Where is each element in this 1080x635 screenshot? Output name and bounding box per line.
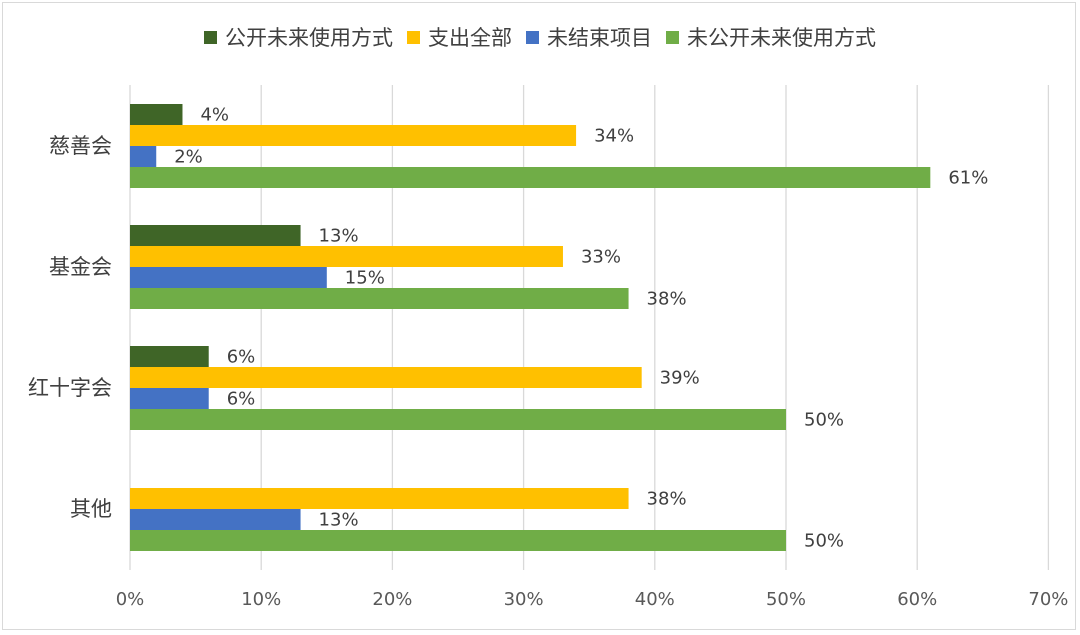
data-label: 6%	[227, 389, 256, 410]
bar	[130, 488, 629, 509]
legend-item: 公开未来使用方式	[204, 22, 393, 52]
data-label: 34%	[594, 126, 634, 147]
legend-swatch	[407, 30, 420, 44]
category-label: 慈善会	[49, 134, 112, 158]
data-label: 38%	[647, 489, 687, 510]
x-tick-label: 0%	[116, 589, 145, 610]
bar	[130, 267, 327, 288]
x-tick-label: 10%	[241, 589, 281, 610]
data-label: 33%	[581, 247, 621, 268]
legend-item: 未结束项目	[526, 22, 652, 52]
bar	[130, 530, 786, 551]
data-label: 13%	[319, 226, 359, 247]
legend-swatch	[666, 30, 679, 44]
data-label: 15%	[345, 268, 385, 289]
data-label: 50%	[804, 410, 844, 431]
bar	[130, 146, 157, 167]
x-tick-label: 30%	[504, 589, 544, 610]
x-tick-label: 60%	[897, 589, 937, 610]
x-tick-label: 70%	[1028, 589, 1068, 610]
legend-label: 公开未来使用方式	[225, 26, 393, 50]
legend: 公开未来使用方式 支出全部 未结束项目 未公开未来使用方式	[0, 22, 1080, 52]
legend-item: 未公开未来使用方式	[666, 22, 876, 52]
category-label: 红十字会	[28, 376, 112, 400]
bar	[130, 346, 209, 367]
data-label: 61%	[948, 168, 988, 189]
data-label: 50%	[804, 531, 844, 552]
data-label: 2%	[174, 147, 203, 168]
legend-swatch	[526, 30, 539, 44]
bar	[130, 509, 301, 530]
data-label: 6%	[227, 347, 256, 368]
x-tick-label: 50%	[766, 589, 806, 610]
legend-label: 支出全部	[428, 26, 512, 50]
data-label: 39%	[660, 368, 700, 389]
x-tick-label: 40%	[635, 589, 675, 610]
bar	[130, 225, 301, 246]
bar	[130, 167, 931, 188]
legend-swatch	[204, 30, 217, 44]
bar	[130, 388, 209, 409]
bar	[130, 104, 183, 125]
bar	[130, 367, 642, 388]
bar	[130, 288, 629, 309]
category-label: 基金会	[49, 255, 112, 279]
data-label: 4%	[200, 105, 229, 126]
data-label: 38%	[647, 289, 687, 310]
category-label: 其他	[70, 497, 112, 521]
bar	[130, 125, 577, 146]
x-tick-label: 20%	[372, 589, 412, 610]
bar	[130, 409, 786, 430]
legend-item: 支出全部	[407, 22, 512, 52]
legend-label: 未公开未来使用方式	[687, 26, 876, 50]
legend-label: 未结束项目	[547, 26, 652, 50]
bar	[130, 246, 563, 267]
data-label: 13%	[319, 510, 359, 531]
